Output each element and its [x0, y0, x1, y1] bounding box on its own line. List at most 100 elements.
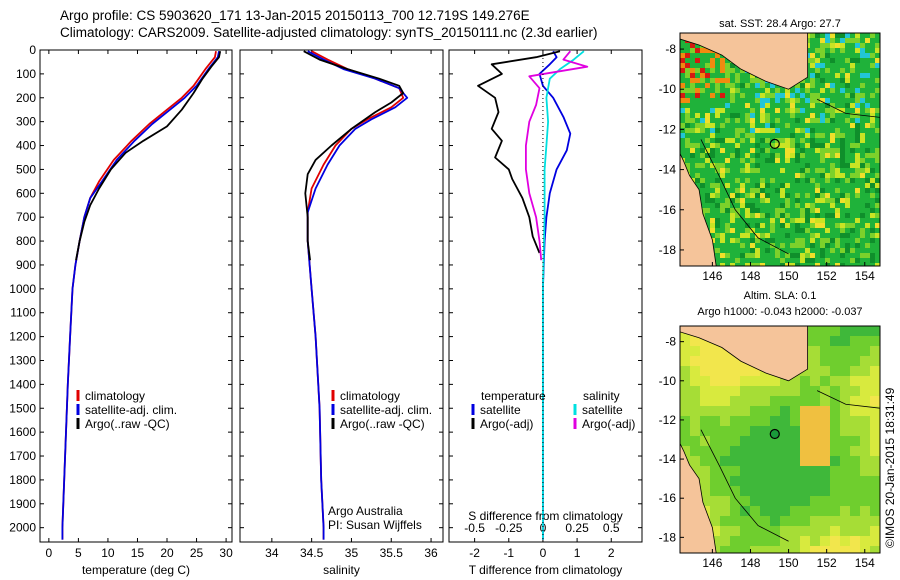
map-cell: [760, 148, 765, 153]
y-tick-label: -18: [659, 530, 677, 544]
map-cell: [800, 233, 805, 238]
figure-title-line1: Argo profile: CS 5903620_171 13-Jan-2015…: [60, 8, 530, 23]
map-cell: [730, 356, 740, 366]
map-cell: [760, 258, 765, 263]
map-cell: [820, 43, 825, 48]
map-cell: [855, 193, 860, 198]
map-cell: [755, 188, 760, 193]
map-cell: [685, 143, 690, 148]
map-cell: [870, 133, 875, 138]
map-cell: [830, 123, 835, 128]
map-cell: [840, 198, 845, 203]
map-cell: [740, 486, 750, 496]
map-cell: [790, 193, 795, 198]
map-cell: [830, 73, 835, 78]
map-cell: [725, 173, 730, 178]
map-cell: [745, 73, 750, 78]
map-cell: [745, 183, 750, 188]
map-cell: [735, 263, 740, 266]
map-cell: [810, 526, 820, 536]
map-cell: [720, 476, 730, 486]
x-tick-label: 154: [855, 556, 875, 570]
map-cell: [815, 258, 820, 263]
map-cell: [845, 78, 850, 83]
secondary-tick-label: -0.25: [495, 521, 523, 535]
map-cell: [700, 73, 705, 78]
map-cell: [815, 103, 820, 108]
map-cell: [760, 168, 765, 173]
map-cell: [735, 108, 740, 113]
map-cell: [790, 168, 795, 173]
map-cell: [835, 53, 840, 58]
map-cell: [750, 88, 755, 93]
map-cell: [820, 376, 830, 386]
map-cell: [800, 148, 805, 153]
map-cell: [850, 83, 855, 88]
map-cell: [760, 103, 765, 108]
map-cell: [770, 208, 775, 213]
map-cell: [850, 346, 860, 356]
map-cell: [845, 153, 850, 158]
map-cell: [715, 228, 720, 233]
map-cell: [860, 33, 865, 38]
map-cell: [740, 208, 745, 213]
map-cell: [720, 203, 725, 208]
x-tick-label: 10: [101, 546, 115, 560]
map-cell: [790, 536, 800, 546]
map-cell: [810, 258, 815, 263]
map-cell: [725, 233, 730, 238]
map-cell: [845, 83, 850, 88]
map-cell: [815, 173, 820, 178]
map-cell: [715, 73, 720, 78]
map-cell: [840, 376, 850, 386]
map-cell: [845, 118, 850, 123]
map-cell: [805, 153, 810, 158]
map-cell: [800, 248, 805, 253]
map-cell: [715, 213, 720, 218]
map-cell: [705, 78, 710, 83]
map-cell: [680, 68, 685, 73]
map-cell: [730, 148, 735, 153]
map-cell: [735, 98, 740, 103]
map-cell: [775, 163, 780, 168]
map-cell: [720, 233, 725, 238]
map-cell: [730, 436, 740, 446]
map-cell: [725, 103, 730, 108]
map-cell: [860, 73, 865, 78]
map-cell: [780, 223, 785, 228]
map-cell: [820, 118, 825, 123]
map-cell: [710, 103, 715, 108]
map-cell: [760, 233, 765, 238]
map-cell: [740, 446, 750, 456]
map-cell: [810, 143, 815, 148]
map-cell: [730, 108, 735, 113]
map-cell: [725, 128, 730, 133]
x-tick-label: 146: [702, 556, 722, 570]
map-cell: [825, 103, 830, 108]
map-cell: [810, 213, 815, 218]
map-cell: [825, 83, 830, 88]
map-cell: [715, 258, 720, 263]
map-cell: [870, 436, 880, 446]
map-cell: [750, 486, 760, 496]
map-cell: [830, 183, 835, 188]
map-cell: [750, 108, 755, 113]
map-cell: [685, 158, 690, 163]
map-cell: [775, 153, 780, 158]
map-cell: [785, 223, 790, 228]
map-cell: [715, 193, 720, 198]
map-cell: [785, 198, 790, 203]
map-cell: [765, 128, 770, 133]
map-cell: [865, 183, 870, 188]
map-cell: [835, 223, 840, 228]
map-cell: [705, 63, 710, 68]
map-cell: [715, 178, 720, 183]
map-cell: [815, 178, 820, 183]
map-cell: [690, 336, 700, 346]
map-cell: [715, 223, 720, 228]
map-cell: [785, 188, 790, 193]
map-cell: [850, 248, 855, 253]
map-cell: [765, 88, 770, 93]
map-cell: [680, 118, 685, 123]
